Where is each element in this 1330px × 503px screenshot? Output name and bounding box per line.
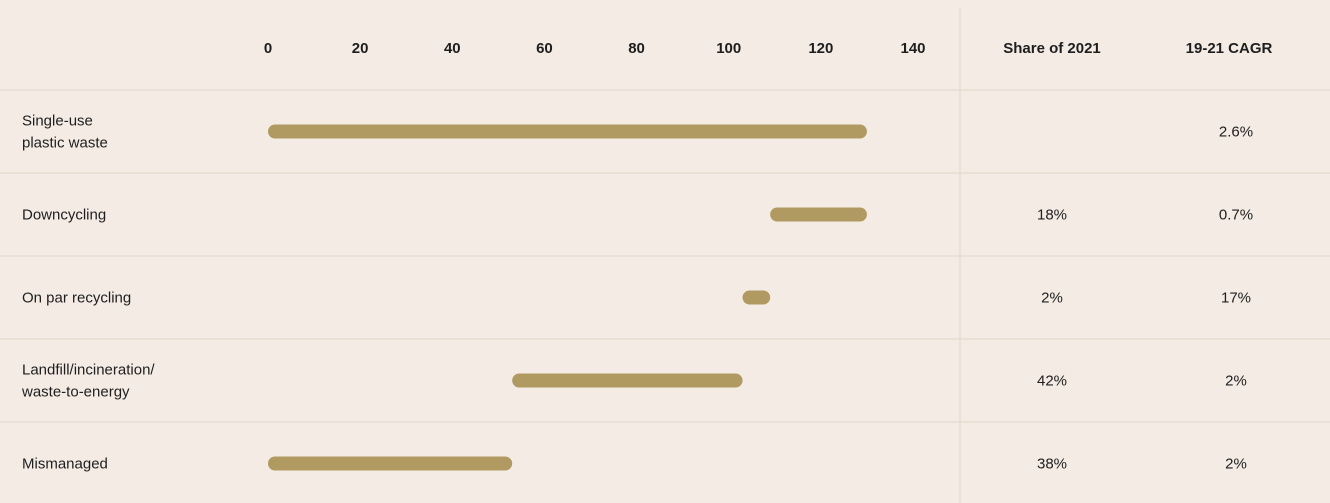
x-tick-label: 100 (716, 40, 741, 57)
table-row: Downcycling 18% 0.7% (22, 207, 1253, 224)
cagr-cell: 2% (1225, 456, 1247, 473)
bar (742, 290, 771, 305)
x-axis-ticks: 0 20 40 60 80 100 120 140 (264, 40, 926, 57)
header-cagr: 19-21 CAGR (1186, 40, 1273, 57)
table-row: Landfill/incineration/waste-to-energy 42%… (21, 362, 1247, 401)
cagr-cell: 2.6% (1219, 124, 1253, 141)
cagr-cell: 17% (1221, 290, 1251, 307)
grid-lines (0, 8, 1330, 503)
table-row: Single-use plastic waste 2.6% (22, 113, 1253, 152)
row-label: On par recycling (22, 290, 131, 307)
bar (268, 456, 513, 471)
share-cell: 42% (1037, 373, 1067, 390)
x-tick-label: 20 (352, 40, 369, 57)
header-share-of-2021: Share of 2021 (1003, 40, 1101, 57)
share-cell: 18% (1037, 207, 1067, 224)
chart-rows: Single-use plastic waste 2.6% Downcycling 18… (21, 113, 1253, 473)
table-headers: Share of 2021 19-21 CAGR (1003, 40, 1272, 57)
share-cell: 2% (1041, 290, 1063, 307)
row-label: Downcycling (22, 207, 106, 224)
row-label: Mismanaged (22, 456, 108, 473)
bar (770, 207, 867, 222)
table-row: Mismanaged 38% 2% (22, 456, 1247, 473)
x-tick-label: 140 (900, 40, 925, 57)
x-tick-label: 60 (536, 40, 553, 57)
x-tick-label: 80 (628, 40, 645, 57)
row-label: Single-use plastic waste (22, 113, 108, 152)
cagr-cell: 0.7% (1219, 207, 1253, 224)
bar (268, 124, 867, 139)
share-cell: 38% (1037, 456, 1067, 473)
cagr-cell: 2% (1225, 373, 1247, 390)
bar (512, 373, 743, 388)
row-label: Landfill/incineration/waste-to-energy (21, 362, 155, 401)
x-tick-label: 120 (808, 40, 833, 57)
table-row: On par recycling 2% 17% (22, 290, 1251, 307)
x-tick-label: 0 (264, 40, 272, 57)
x-tick-label: 40 (444, 40, 461, 57)
